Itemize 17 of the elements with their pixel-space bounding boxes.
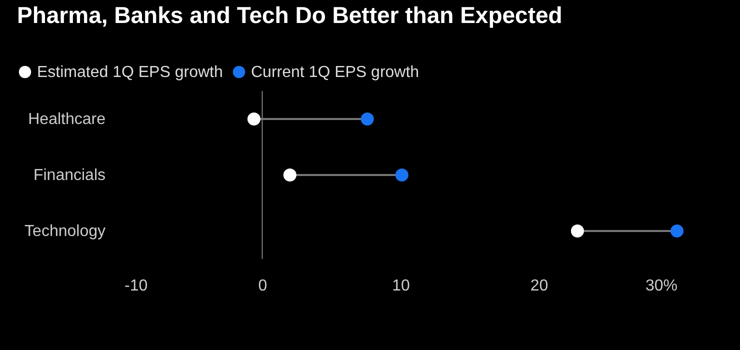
x-tick-label: 20 xyxy=(530,278,548,294)
point xyxy=(247,112,260,126)
legend-label: Current 1Q EPS growth xyxy=(251,64,420,81)
y-tick-label: Technology xyxy=(24,223,106,240)
x-tick-label: 0 xyxy=(258,278,268,294)
chart-title: Pharma, Banks and Tech Do Better than Expected xyxy=(17,2,562,28)
point xyxy=(670,224,684,238)
point xyxy=(395,168,408,182)
point xyxy=(570,224,584,238)
point xyxy=(360,112,374,126)
legend-label: Estimated 1Q EPS growth xyxy=(37,64,223,81)
x-tick-label: 30% xyxy=(645,278,678,294)
x-tick-label: -10 xyxy=(124,278,148,294)
x-tick-label: 10 xyxy=(392,278,410,294)
y-tick-label: Healthcare xyxy=(28,111,106,128)
point xyxy=(283,168,296,182)
y-tick-label: Financials xyxy=(33,167,106,184)
